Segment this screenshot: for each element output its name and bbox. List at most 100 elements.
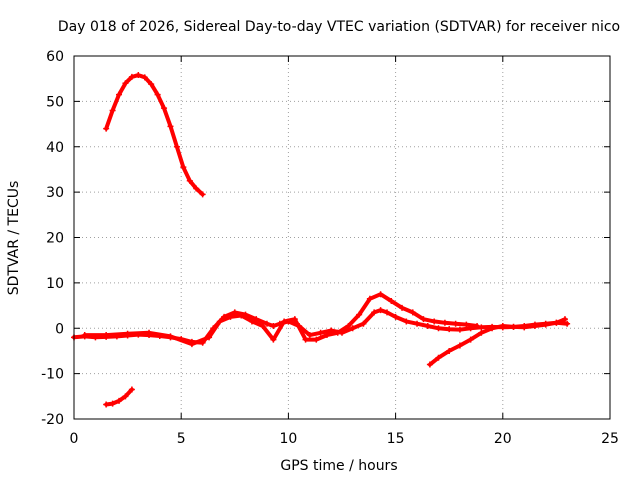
data-point [313, 336, 320, 343]
data-point [248, 318, 255, 325]
y-tick-label: 30 [46, 185, 64, 201]
data-point [510, 323, 517, 330]
data-point [478, 329, 485, 336]
data-point [81, 332, 88, 339]
data-point [306, 332, 313, 339]
data-point [291, 316, 298, 323]
series-line [82, 292, 480, 347]
data-point [435, 354, 442, 361]
data-point [270, 322, 277, 329]
data-point [148, 81, 155, 88]
data-point [366, 295, 373, 302]
x-tick-label: 10 [279, 431, 297, 447]
data-point [161, 105, 168, 112]
data-point [474, 322, 481, 329]
y-tick-label: 20 [46, 231, 64, 247]
data-point [349, 325, 356, 332]
data-point [360, 320, 367, 327]
data-point [103, 125, 110, 132]
data-point [388, 298, 395, 305]
x-tick-label: 15 [387, 431, 405, 447]
y-tick-label: 40 [46, 140, 64, 156]
y-tick-label: -20 [41, 412, 64, 428]
data-point [109, 107, 116, 114]
data-point [446, 326, 453, 333]
data-point [441, 319, 448, 326]
data-point [384, 309, 391, 316]
y-axis-label: SDTVAR / TECUs [6, 181, 22, 296]
data-point [446, 347, 453, 354]
data-point [167, 123, 174, 130]
data-point [463, 321, 470, 328]
data-point [431, 318, 438, 325]
x-axis-label: GPS time / hours [280, 458, 397, 474]
data-point [302, 336, 309, 343]
data-point [238, 312, 245, 319]
data-point [403, 318, 410, 325]
data-point [435, 325, 442, 332]
data-point [323, 332, 330, 339]
data-point [561, 316, 568, 323]
y-tick-label: -10 [41, 367, 64, 383]
series-arc-late-rise [426, 316, 568, 368]
data-point [124, 330, 131, 337]
data-point [334, 329, 341, 336]
data-point [259, 322, 266, 329]
data-point [199, 191, 206, 198]
data-series [71, 72, 571, 408]
data-point [103, 332, 110, 339]
data-point [345, 322, 352, 329]
data-point [216, 318, 223, 325]
data-point [392, 313, 399, 320]
data-point [414, 320, 421, 327]
data-point [409, 309, 416, 316]
data-point [180, 164, 187, 171]
data-point [467, 336, 474, 343]
data-point [154, 91, 161, 98]
data-point [377, 307, 384, 314]
data-point [356, 311, 363, 318]
data-point [103, 401, 110, 408]
data-point [135, 72, 142, 79]
data-point [146, 329, 153, 336]
data-point [109, 400, 116, 407]
data-point [128, 386, 135, 393]
data-point [426, 361, 433, 368]
data-point [452, 320, 459, 327]
data-point [116, 397, 123, 404]
data-point [377, 291, 384, 298]
data-point [122, 393, 129, 400]
y-tick-label: 10 [46, 276, 64, 292]
data-point [531, 322, 538, 329]
series-arc-high-peak [103, 72, 206, 198]
x-tick-label: 25 [601, 431, 619, 447]
data-point [188, 341, 195, 348]
data-point [186, 177, 193, 184]
data-point [317, 329, 324, 336]
data-point [399, 304, 406, 311]
data-point [227, 313, 234, 320]
series-arc-low-early [103, 386, 135, 408]
data-point [456, 342, 463, 349]
x-tick-label: 20 [494, 431, 512, 447]
data-point [489, 325, 496, 332]
data-point [371, 309, 378, 316]
data-point [270, 336, 277, 343]
data-point [478, 324, 485, 331]
y-tick-label: 0 [55, 321, 64, 337]
chart-title: Day 018 of 2026, Sidereal Day-to-day VTE… [58, 19, 620, 35]
data-point [564, 320, 571, 327]
data-point [263, 320, 270, 327]
data-point [456, 326, 463, 333]
data-point [424, 322, 431, 329]
data-point [553, 319, 560, 326]
data-point [141, 74, 148, 81]
data-point [521, 324, 528, 331]
series-band-b [81, 291, 481, 348]
y-tick-label: 50 [46, 94, 64, 110]
data-point [281, 318, 288, 325]
data-point [420, 316, 427, 323]
axis-ticks: 0 5 10 15 20 25 -20 -10 0 10 20 30 40 50 60 [41, 49, 619, 447]
data-point [542, 321, 549, 328]
